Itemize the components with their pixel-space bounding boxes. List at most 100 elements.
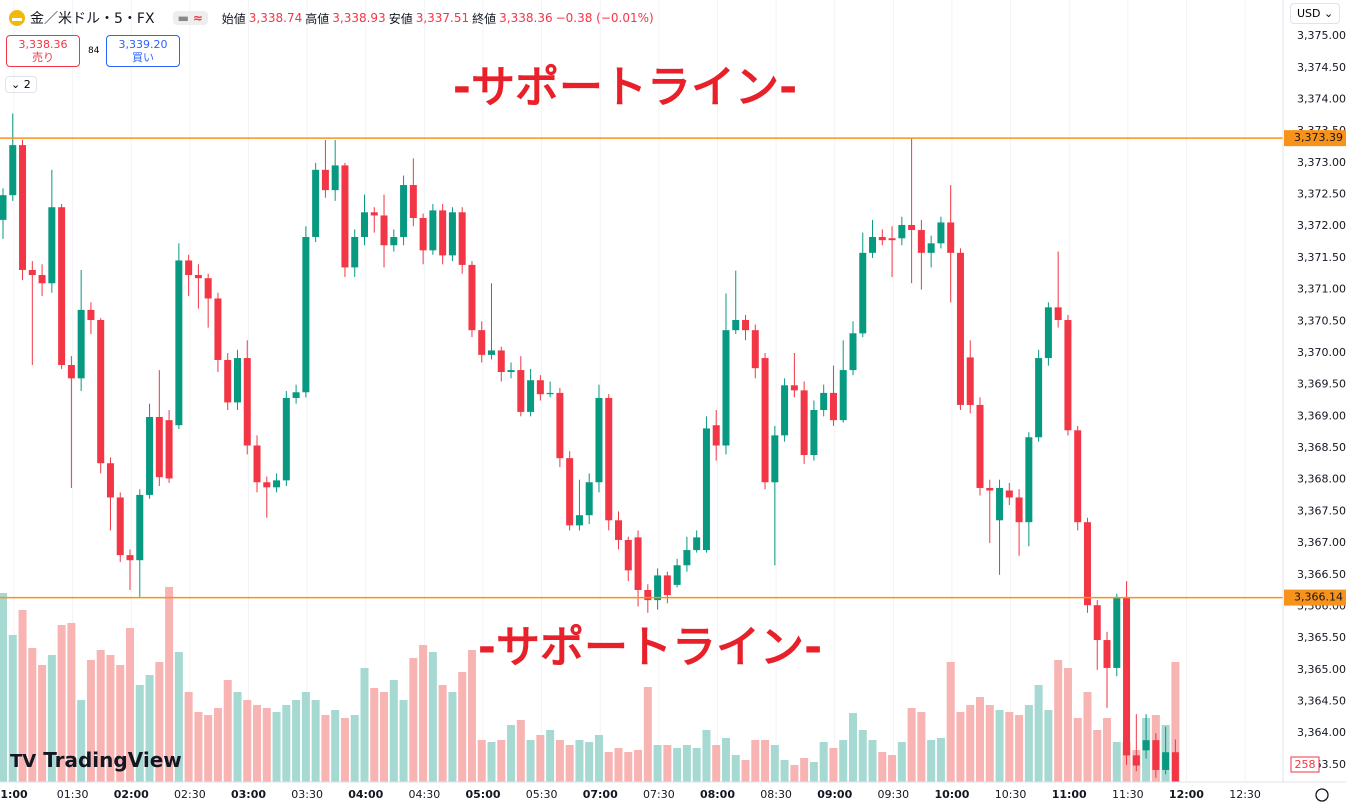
buy-button[interactable]: 3,339.20 買い	[106, 35, 180, 67]
volume-bar	[272, 712, 281, 782]
candle-body	[575, 515, 583, 526]
volume-bar	[927, 740, 936, 782]
toggle[interactable]: ▬ ≈	[172, 11, 208, 25]
volume-bar	[741, 760, 750, 782]
value: 3,337.51	[415, 11, 470, 25]
x-tick-label: 08:00	[700, 788, 735, 801]
annotation: -サポートライン-	[453, 62, 798, 113]
volume-bar	[1024, 705, 1033, 782]
price-line-tag	[1284, 589, 1346, 606]
candle-body	[839, 370, 847, 421]
x-tick-label: 11:00	[1052, 788, 1087, 801]
candle-body	[654, 575, 662, 601]
candle-body	[497, 350, 505, 372]
volume-bar	[18, 610, 27, 782]
candle-body	[673, 565, 681, 585]
candle-body	[917, 230, 925, 253]
x-tick-label: 12:00	[1169, 788, 1204, 801]
y-tick-label: 3,368.50	[1297, 441, 1346, 454]
label: 買い	[132, 51, 154, 64]
candle-body	[380, 215, 388, 246]
candle-body	[634, 537, 642, 590]
volume-bar	[311, 700, 320, 782]
volume-bar	[477, 740, 486, 782]
x-tick-label: 04:30	[409, 788, 441, 801]
volume-bar	[936, 738, 945, 782]
x-tick-label: 05:30	[526, 788, 558, 801]
y-tick-label: 3,366.50	[1297, 568, 1346, 581]
y-tick-label: 3,373.00	[1297, 156, 1346, 169]
volume-bar	[340, 718, 349, 782]
currency[interactable]: USD ⌄	[1290, 3, 1341, 24]
volume-bar	[966, 705, 975, 782]
candle-body	[1035, 358, 1043, 438]
volume-bar	[995, 710, 1004, 782]
candle-body	[869, 237, 877, 253]
sell-button[interactable]: 3,338.36 売り	[6, 35, 80, 67]
candle-body	[439, 210, 447, 256]
candle-body	[97, 320, 105, 464]
candle-body	[194, 275, 202, 279]
x-tick-label: 02:00	[114, 788, 149, 801]
grid	[13, 0, 1246, 782]
candle-body	[458, 212, 466, 265]
x-tick-label: 07:00	[583, 788, 618, 801]
y-tick-label: 3,370.00	[1297, 346, 1346, 359]
volume-bar	[507, 725, 516, 782]
volume-bar	[516, 720, 525, 782]
volume-bar	[1103, 718, 1112, 782]
volume-bar	[761, 740, 770, 782]
annotation: -サポートライン-	[478, 622, 823, 673]
volume-bar	[380, 692, 389, 782]
volume-bar	[321, 715, 330, 782]
volume-bar	[360, 668, 369, 782]
volume-bar	[438, 685, 447, 782]
candle-body	[702, 428, 710, 551]
x-tick-label: 10:00	[934, 788, 969, 801]
candle-body	[273, 480, 281, 488]
volume-bar	[536, 735, 545, 782]
candle-body	[106, 463, 114, 498]
volume-bar	[917, 712, 926, 782]
volume-bar	[223, 680, 232, 782]
value: 3,338.36	[499, 11, 553, 25]
axes: 3,363.503,364.003,364.503,365.003,365.50…	[0, 29, 1346, 801]
volume-bar	[712, 745, 721, 782]
y-tick-label: 3,367.50	[1297, 504, 1346, 517]
volume-bar	[0, 593, 7, 782]
candle-body	[546, 392, 554, 395]
candle-body	[624, 539, 632, 571]
volume-bar	[1005, 712, 1014, 782]
candle-body	[0, 195, 7, 220]
candle-body	[204, 278, 212, 299]
volume-bar	[848, 713, 857, 782]
settings-icon[interactable]	[1315, 788, 1329, 802]
value: 3,338.93	[332, 11, 386, 25]
candle-body	[1113, 596, 1121, 668]
candle-body	[312, 169, 320, 238]
volume-bar	[1073, 718, 1082, 782]
candle-body	[683, 550, 691, 566]
candle-body	[761, 358, 769, 483]
candle-body	[644, 589, 652, 601]
volume-bar	[809, 762, 818, 782]
candle-body	[1103, 640, 1111, 668]
candle-body	[732, 320, 740, 331]
x-tick-label: 05:00	[465, 788, 500, 801]
volume-bar	[721, 738, 730, 782]
candle-body	[566, 458, 574, 526]
candle-body	[155, 416, 163, 478]
x-tick-label: 08:30	[760, 788, 792, 801]
volume-bar	[731, 755, 740, 782]
candle-body	[956, 252, 964, 405]
volume-bar	[956, 712, 965, 782]
label: 始値	[221, 11, 246, 26]
candle-body	[790, 385, 798, 391]
candle-body	[712, 425, 720, 446]
volume-bar	[57, 625, 66, 782]
candle-body	[781, 385, 789, 436]
indicators-toggle[interactable]: ⌄ 2	[5, 76, 37, 93]
volume-bar	[585, 742, 594, 782]
volume-bar	[1112, 742, 1121, 782]
candle-body	[77, 309, 85, 379]
